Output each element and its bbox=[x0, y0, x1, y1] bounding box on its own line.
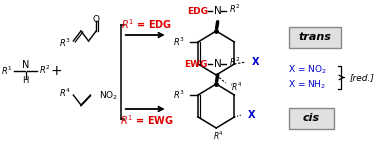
Text: N: N bbox=[22, 60, 29, 70]
Text: $R^1$: $R^1$ bbox=[1, 65, 12, 77]
Text: +: + bbox=[50, 64, 62, 78]
Text: $R^4$: $R^4$ bbox=[59, 87, 70, 99]
Text: $\mathit{'}R^4$: $\mathit{'}R^4$ bbox=[229, 81, 242, 93]
Text: $R^2$: $R^2$ bbox=[39, 64, 51, 76]
Text: X: X bbox=[248, 110, 255, 120]
Text: trans: trans bbox=[299, 32, 332, 42]
Text: [red.]: [red.] bbox=[350, 73, 375, 82]
Text: EDG: EDG bbox=[187, 6, 208, 15]
Text: $R^3$: $R^3$ bbox=[59, 37, 70, 49]
Text: $R^1$ = EWG: $R^1$ = EWG bbox=[120, 113, 174, 127]
Text: N: N bbox=[214, 6, 222, 16]
Text: EWG: EWG bbox=[184, 60, 208, 69]
FancyBboxPatch shape bbox=[289, 108, 334, 129]
Text: NO$_2$: NO$_2$ bbox=[99, 90, 118, 102]
Text: O: O bbox=[93, 15, 100, 24]
Text: X = NO$_2$: X = NO$_2$ bbox=[288, 64, 326, 76]
Text: $R^2$: $R^2$ bbox=[229, 3, 240, 15]
Text: H: H bbox=[23, 75, 29, 84]
Text: $R^1$ = EDG: $R^1$ = EDG bbox=[121, 17, 172, 31]
Text: $R^4$: $R^4$ bbox=[212, 130, 224, 142]
Text: cis: cis bbox=[303, 113, 320, 123]
Text: $R^3$: $R^3$ bbox=[173, 89, 185, 101]
Text: N: N bbox=[214, 59, 222, 69]
Text: $R^3$: $R^3$ bbox=[173, 36, 185, 48]
Text: X: X bbox=[251, 57, 259, 67]
Text: X = NH$_2$: X = NH$_2$ bbox=[288, 79, 326, 91]
FancyBboxPatch shape bbox=[289, 26, 341, 47]
Text: $R^2$: $R^2$ bbox=[229, 56, 240, 68]
